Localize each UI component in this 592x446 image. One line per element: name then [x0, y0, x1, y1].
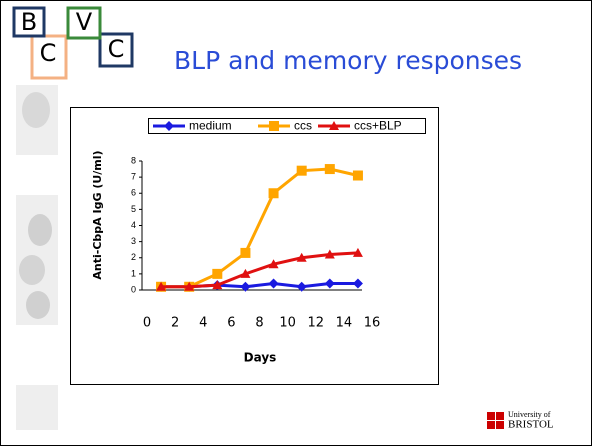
logo-letter: C: [108, 35, 125, 63]
y-tick-label: 5: [131, 204, 136, 214]
y-tick-label: 1: [131, 268, 136, 278]
logo-square: [487, 412, 495, 420]
logo-box: [30, 34, 68, 80]
side-image: [28, 214, 52, 246]
logo-box: [12, 6, 46, 38]
y-tick-label: 4: [131, 220, 136, 230]
y-axis-label: Anti-CbpA IgG (U/ml): [91, 150, 104, 279]
y-tick-label: 3: [131, 236, 136, 246]
point: [352, 247, 363, 257]
point: [296, 281, 307, 292]
slide-title: BLP and memory responses: [174, 46, 522, 75]
legend-label: ccs: [294, 119, 312, 133]
point: [240, 247, 251, 258]
x-tick-label: 16: [364, 316, 381, 331]
side-strip: [16, 85, 58, 430]
y-tick-label: 0: [131, 284, 136, 294]
point: [324, 249, 335, 259]
point: [268, 188, 279, 199]
series-line: [161, 251, 359, 289]
point: [184, 281, 195, 291]
point: [212, 280, 223, 290]
legend-label: ccs+BLP: [354, 119, 402, 133]
x-tick-label: 4: [199, 316, 207, 331]
logo-letter: V: [76, 8, 93, 36]
x-tick-label: 0: [143, 316, 151, 331]
point: [296, 252, 307, 262]
point: [324, 278, 335, 289]
side-image: [19, 255, 45, 285]
legend-marker: [269, 121, 279, 131]
point: [268, 259, 279, 269]
x-tick-label: 8: [255, 316, 263, 331]
logo-square: [496, 412, 504, 420]
logo-square: [487, 421, 495, 429]
y-tick-label: 8: [131, 155, 136, 165]
y-tick-label: 2: [131, 252, 136, 262]
point: [240, 281, 251, 292]
y-tick-label: 6: [131, 188, 136, 198]
logo-square: [496, 421, 504, 429]
point: [296, 165, 307, 176]
point: [352, 170, 363, 181]
point: [324, 164, 335, 175]
side-image: [26, 291, 50, 319]
point: [212, 268, 223, 279]
logo-box: [66, 6, 102, 40]
university-text: University of: [508, 410, 551, 419]
point: [352, 278, 363, 289]
legend-marker: [329, 121, 339, 130]
point: [156, 281, 167, 291]
logo: B C V C: [12, 6, 134, 80]
y-tick-label: 7: [131, 172, 136, 182]
logo-letter: B: [21, 8, 37, 36]
point: [268, 278, 279, 289]
logo-letter: C: [40, 39, 57, 67]
university-text: BRISTOL: [508, 419, 554, 431]
x-tick-label: 2: [171, 316, 179, 331]
side-image: [16, 385, 58, 430]
x-tick-label: 6: [227, 316, 235, 331]
legend-label: medium: [189, 119, 232, 133]
x-tick-label: 14: [336, 316, 353, 331]
side-image: [22, 92, 50, 128]
x-tick-label: 12: [307, 316, 324, 331]
university-logo: University of BRISTOL: [487, 410, 554, 431]
legend-marker: [164, 121, 174, 131]
logo-box: [98, 32, 134, 68]
chart-frame: [70, 107, 439, 385]
x-axis-label: Days: [244, 351, 277, 365]
x-tick-label: 10: [279, 316, 296, 331]
point: [240, 268, 251, 278]
